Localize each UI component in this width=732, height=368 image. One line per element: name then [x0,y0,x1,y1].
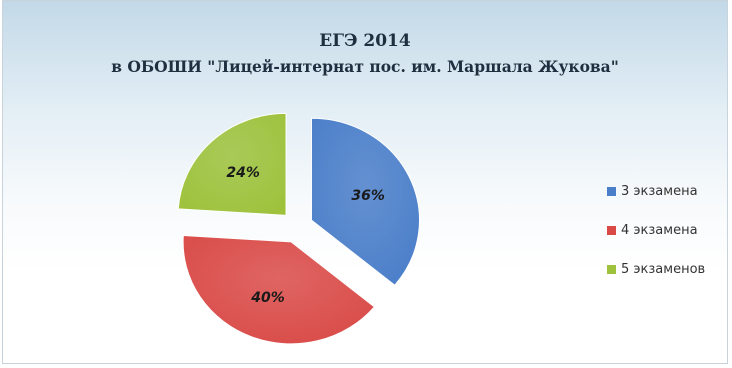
pie-slice [310,117,420,286]
legend-item: 5 экзаменов [607,259,705,279]
legend-item: 3 экзамена [607,181,705,201]
chart-title: ЕГЭ 2014 [319,31,411,51]
slice-label: 40% [250,290,285,306]
pie-slice [177,112,287,216]
legend-swatch [607,225,616,235]
legend-swatch [607,264,616,274]
slice-label: 24% [226,165,260,181]
chart-subtitle: в ОБОШИ "Лицей-интернат пос. им. Маршала… [111,57,619,76]
pie-chart: 36% 40% 24% [177,112,420,345]
legend-label: 4 экзамена [621,222,698,238]
legend-item: 4 экзамена [607,220,705,240]
legend: 3 экзамена 4 экзамена 5 экзаменов [607,181,705,298]
legend-label: 5 экзаменов [621,261,706,277]
slice-label: 36% [351,188,385,204]
legend-label: 3 экзамена [621,183,698,199]
pie-slice [182,234,376,345]
legend-swatch [607,186,616,196]
